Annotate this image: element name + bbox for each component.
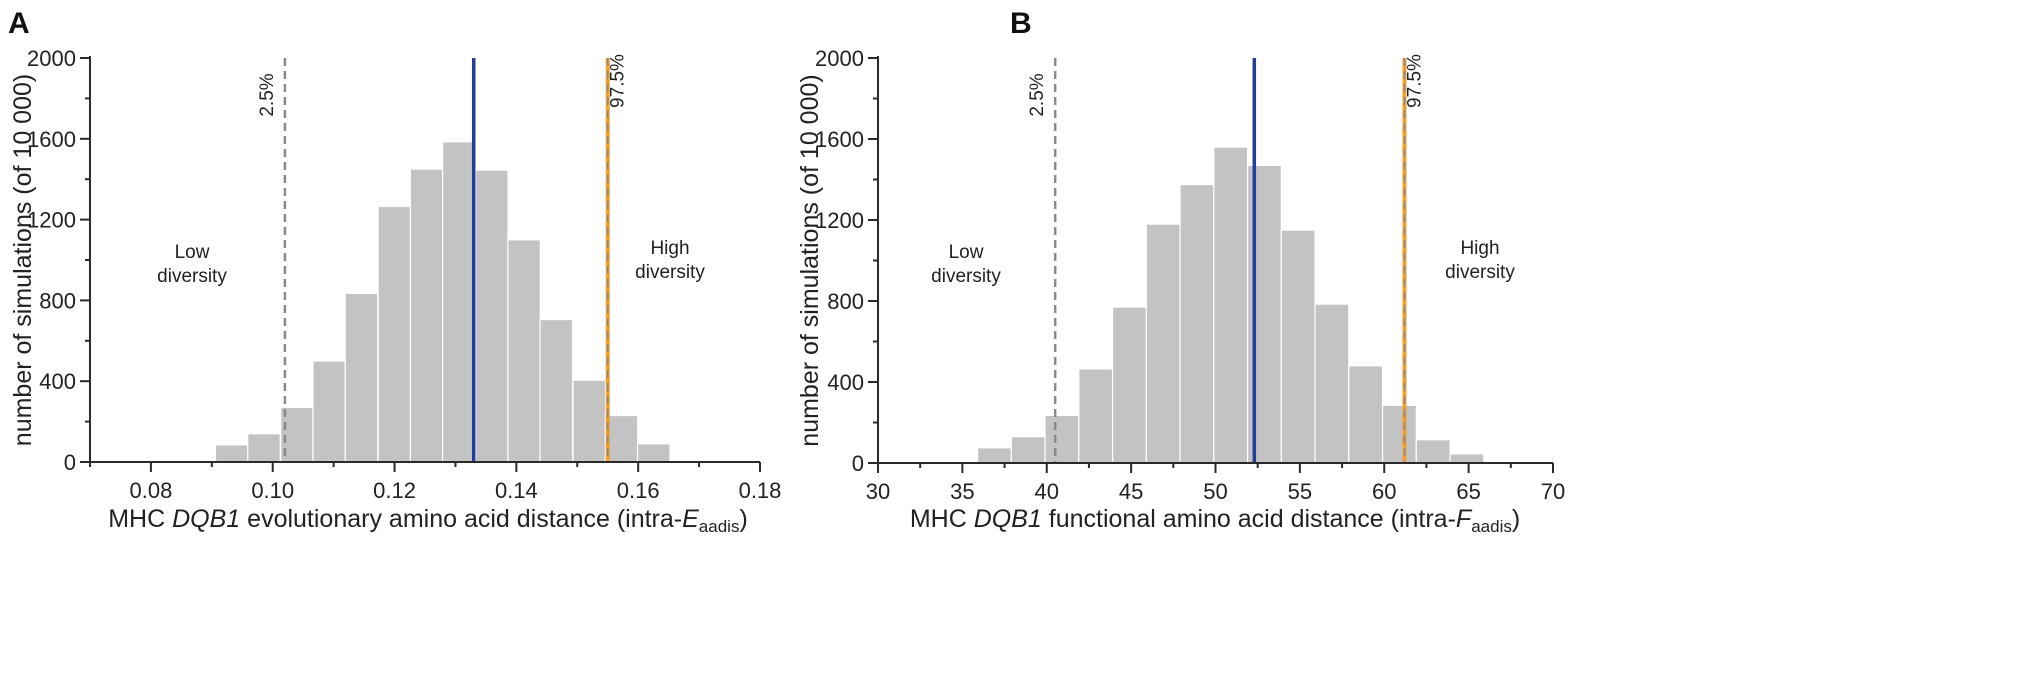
- panel-a: A 0 400 800 1200 1600 2000 0.08 0.10 0.12 0.14 0.1…: [8, 7, 781, 536]
- x-tick-label: 50: [1203, 479, 1227, 504]
- histogram-bar: [976, 447, 1012, 464]
- axes: 0 400 800 1200 1600 2000 30 35 40 45 50 55 60 65 70: [815, 46, 1565, 504]
- x-tick-label: 65: [1456, 479, 1480, 504]
- histogram-bar: [1044, 414, 1080, 464]
- x-tick-label: 60: [1372, 479, 1396, 504]
- ci-upper-label: 97.5%: [608, 54, 629, 108]
- ci-lower-label: 2.5%: [1027, 73, 1048, 116]
- ci-upper-label: 97.5%: [1405, 54, 1426, 108]
- y-tick-label: 800: [827, 289, 864, 314]
- x-tick-label: 40: [1035, 479, 1059, 504]
- y-axis-label: number of simulations (of 10 000): [9, 74, 37, 446]
- ci-lower-label: 2.5%: [257, 73, 278, 116]
- x-tick-label: 35: [950, 479, 974, 504]
- y-tick-label: 2000: [27, 46, 76, 71]
- high-diversity-label: High diversity: [635, 238, 705, 283]
- histogram-bar: [572, 379, 607, 463]
- axes: 0 400 800 1200 1600 2000 0.08 0.10 0.12 0.14 0.16 0…: [27, 46, 781, 503]
- histogram-bars: [976, 146, 1485, 464]
- y-tick-label: 1200: [815, 208, 864, 233]
- histogram-bar: [1213, 146, 1249, 464]
- histogram-bar: [1415, 439, 1451, 464]
- x-tick-label: 0.16: [617, 478, 660, 503]
- y-tick-label: 400: [827, 370, 864, 395]
- x-tick-label: 0.18: [739, 478, 782, 503]
- histogram-bar: [539, 318, 574, 463]
- histogram-bar: [1111, 306, 1147, 464]
- histogram-bar: [377, 205, 412, 463]
- x-tick-label: 30: [866, 479, 890, 504]
- x-tick-label: 70: [1541, 479, 1565, 504]
- histogram-bar: [1348, 365, 1384, 464]
- histogram-bar: [409, 168, 444, 463]
- x-axis-label: MHC DQB1 evolutionary amino acid distanc…: [108, 505, 748, 536]
- histogram-bar: [1381, 404, 1417, 464]
- y-tick-label: 1600: [27, 127, 76, 152]
- histogram-bar: [636, 443, 671, 463]
- histogram-bar: [1179, 183, 1215, 464]
- histogram-bar: [604, 414, 639, 463]
- histogram-bar: [474, 169, 509, 463]
- y-tick-label: 800: [39, 288, 76, 313]
- histogram-bars: [214, 141, 671, 463]
- y-tick-label: 1200: [27, 208, 76, 233]
- histogram-bar: [507, 239, 541, 463]
- low-diversity-label: Low diversity: [157, 242, 227, 287]
- y-tick-label: 0: [852, 451, 864, 476]
- histogram-bar: [442, 141, 476, 463]
- high-diversity-label: High diversity: [1445, 238, 1515, 283]
- x-axis-label: MHC DQB1 functional amino acid distance …: [910, 505, 1520, 536]
- histogram-bar: [1145, 223, 1181, 464]
- x-tick-label: 0.10: [251, 478, 294, 503]
- x-tick-label: 45: [1119, 479, 1143, 504]
- histogram-bar: [214, 444, 249, 463]
- x-tick-label: 0.14: [495, 478, 538, 503]
- y-tick-label: 1600: [815, 127, 864, 152]
- histogram-bar: [1449, 453, 1485, 464]
- panel-letter: B: [1010, 7, 1032, 40]
- y-tick-label: 0: [64, 450, 76, 475]
- histogram-bar: [1314, 303, 1350, 464]
- histogram-bar: [1280, 229, 1316, 464]
- panel-letter: A: [8, 7, 30, 40]
- histogram-bar: [247, 433, 281, 463]
- histogram-bar: [1010, 436, 1046, 464]
- histogram-bar: [1078, 368, 1114, 464]
- histogram-bar: [312, 360, 346, 463]
- x-tick-label: 0.08: [129, 478, 172, 503]
- histogram-bar: [344, 292, 379, 463]
- reference-lines: [1053, 58, 1407, 463]
- y-axis-label: number of simulations (of 10 000): [796, 74, 824, 446]
- y-tick-label: 400: [39, 369, 76, 394]
- y-tick-label: 2000: [815, 46, 864, 71]
- reference-lines: [283, 58, 610, 462]
- x-tick-label: 0.12: [373, 478, 416, 503]
- x-tick-label: 55: [1288, 479, 1312, 504]
- low-diversity-label: Low diversity: [931, 242, 1001, 287]
